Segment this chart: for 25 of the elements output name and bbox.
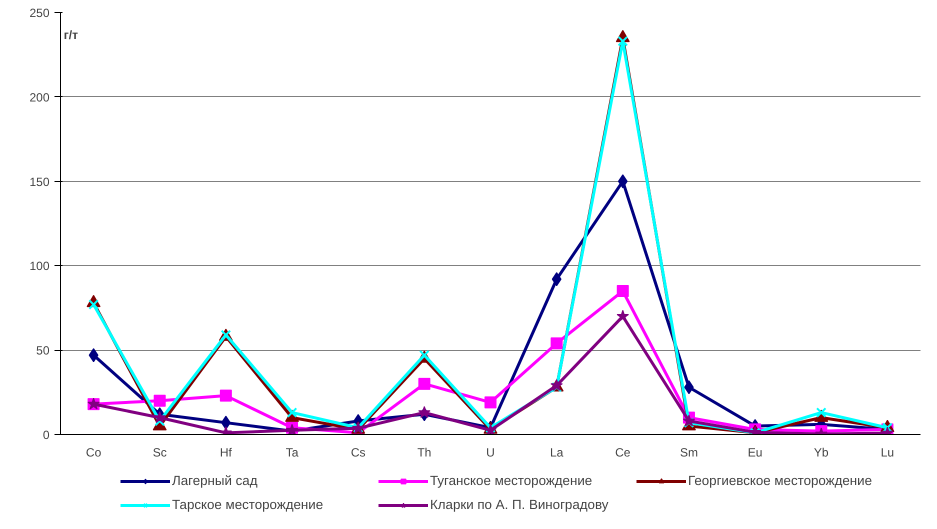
legend-label: Кларки по А. П. Виноградову bbox=[430, 497, 610, 512]
x-tick-label: Yb bbox=[814, 446, 829, 460]
x-tick-label: Ta bbox=[286, 446, 299, 460]
legend-label: Георгиевское месторождение bbox=[688, 473, 873, 488]
legend-label: Лагерный сад bbox=[172, 473, 258, 488]
y-tick-label: 0 bbox=[42, 428, 50, 442]
x-tick-label: Hf bbox=[220, 446, 233, 460]
y-tick-label: 250 bbox=[29, 6, 50, 20]
y-tick-label: 100 bbox=[29, 259, 50, 274]
x-tick-label: La bbox=[550, 446, 564, 460]
x-tick-label: Th bbox=[417, 446, 432, 460]
x-tick-label: Sc bbox=[152, 446, 167, 460]
y-axis-title: г/т bbox=[64, 28, 78, 42]
x-tick-label: Co bbox=[86, 446, 102, 460]
x-tick-label: Cs bbox=[350, 446, 366, 460]
x-tick-label: Eu bbox=[748, 446, 762, 460]
y-tick-label: 200 bbox=[29, 90, 50, 104]
x-tick-label: Ce bbox=[615, 446, 631, 460]
legend-label: Тарское месторождение bbox=[172, 497, 324, 512]
x-tick-label: Lu bbox=[880, 446, 894, 460]
legend-label: Туганское месторождение bbox=[430, 473, 594, 488]
x-tick-label: U bbox=[486, 446, 495, 460]
x-tick-label: Sm bbox=[680, 446, 698, 460]
y-tick-label: 50 bbox=[36, 344, 50, 358]
y-tick-label: 150 bbox=[29, 174, 50, 189]
